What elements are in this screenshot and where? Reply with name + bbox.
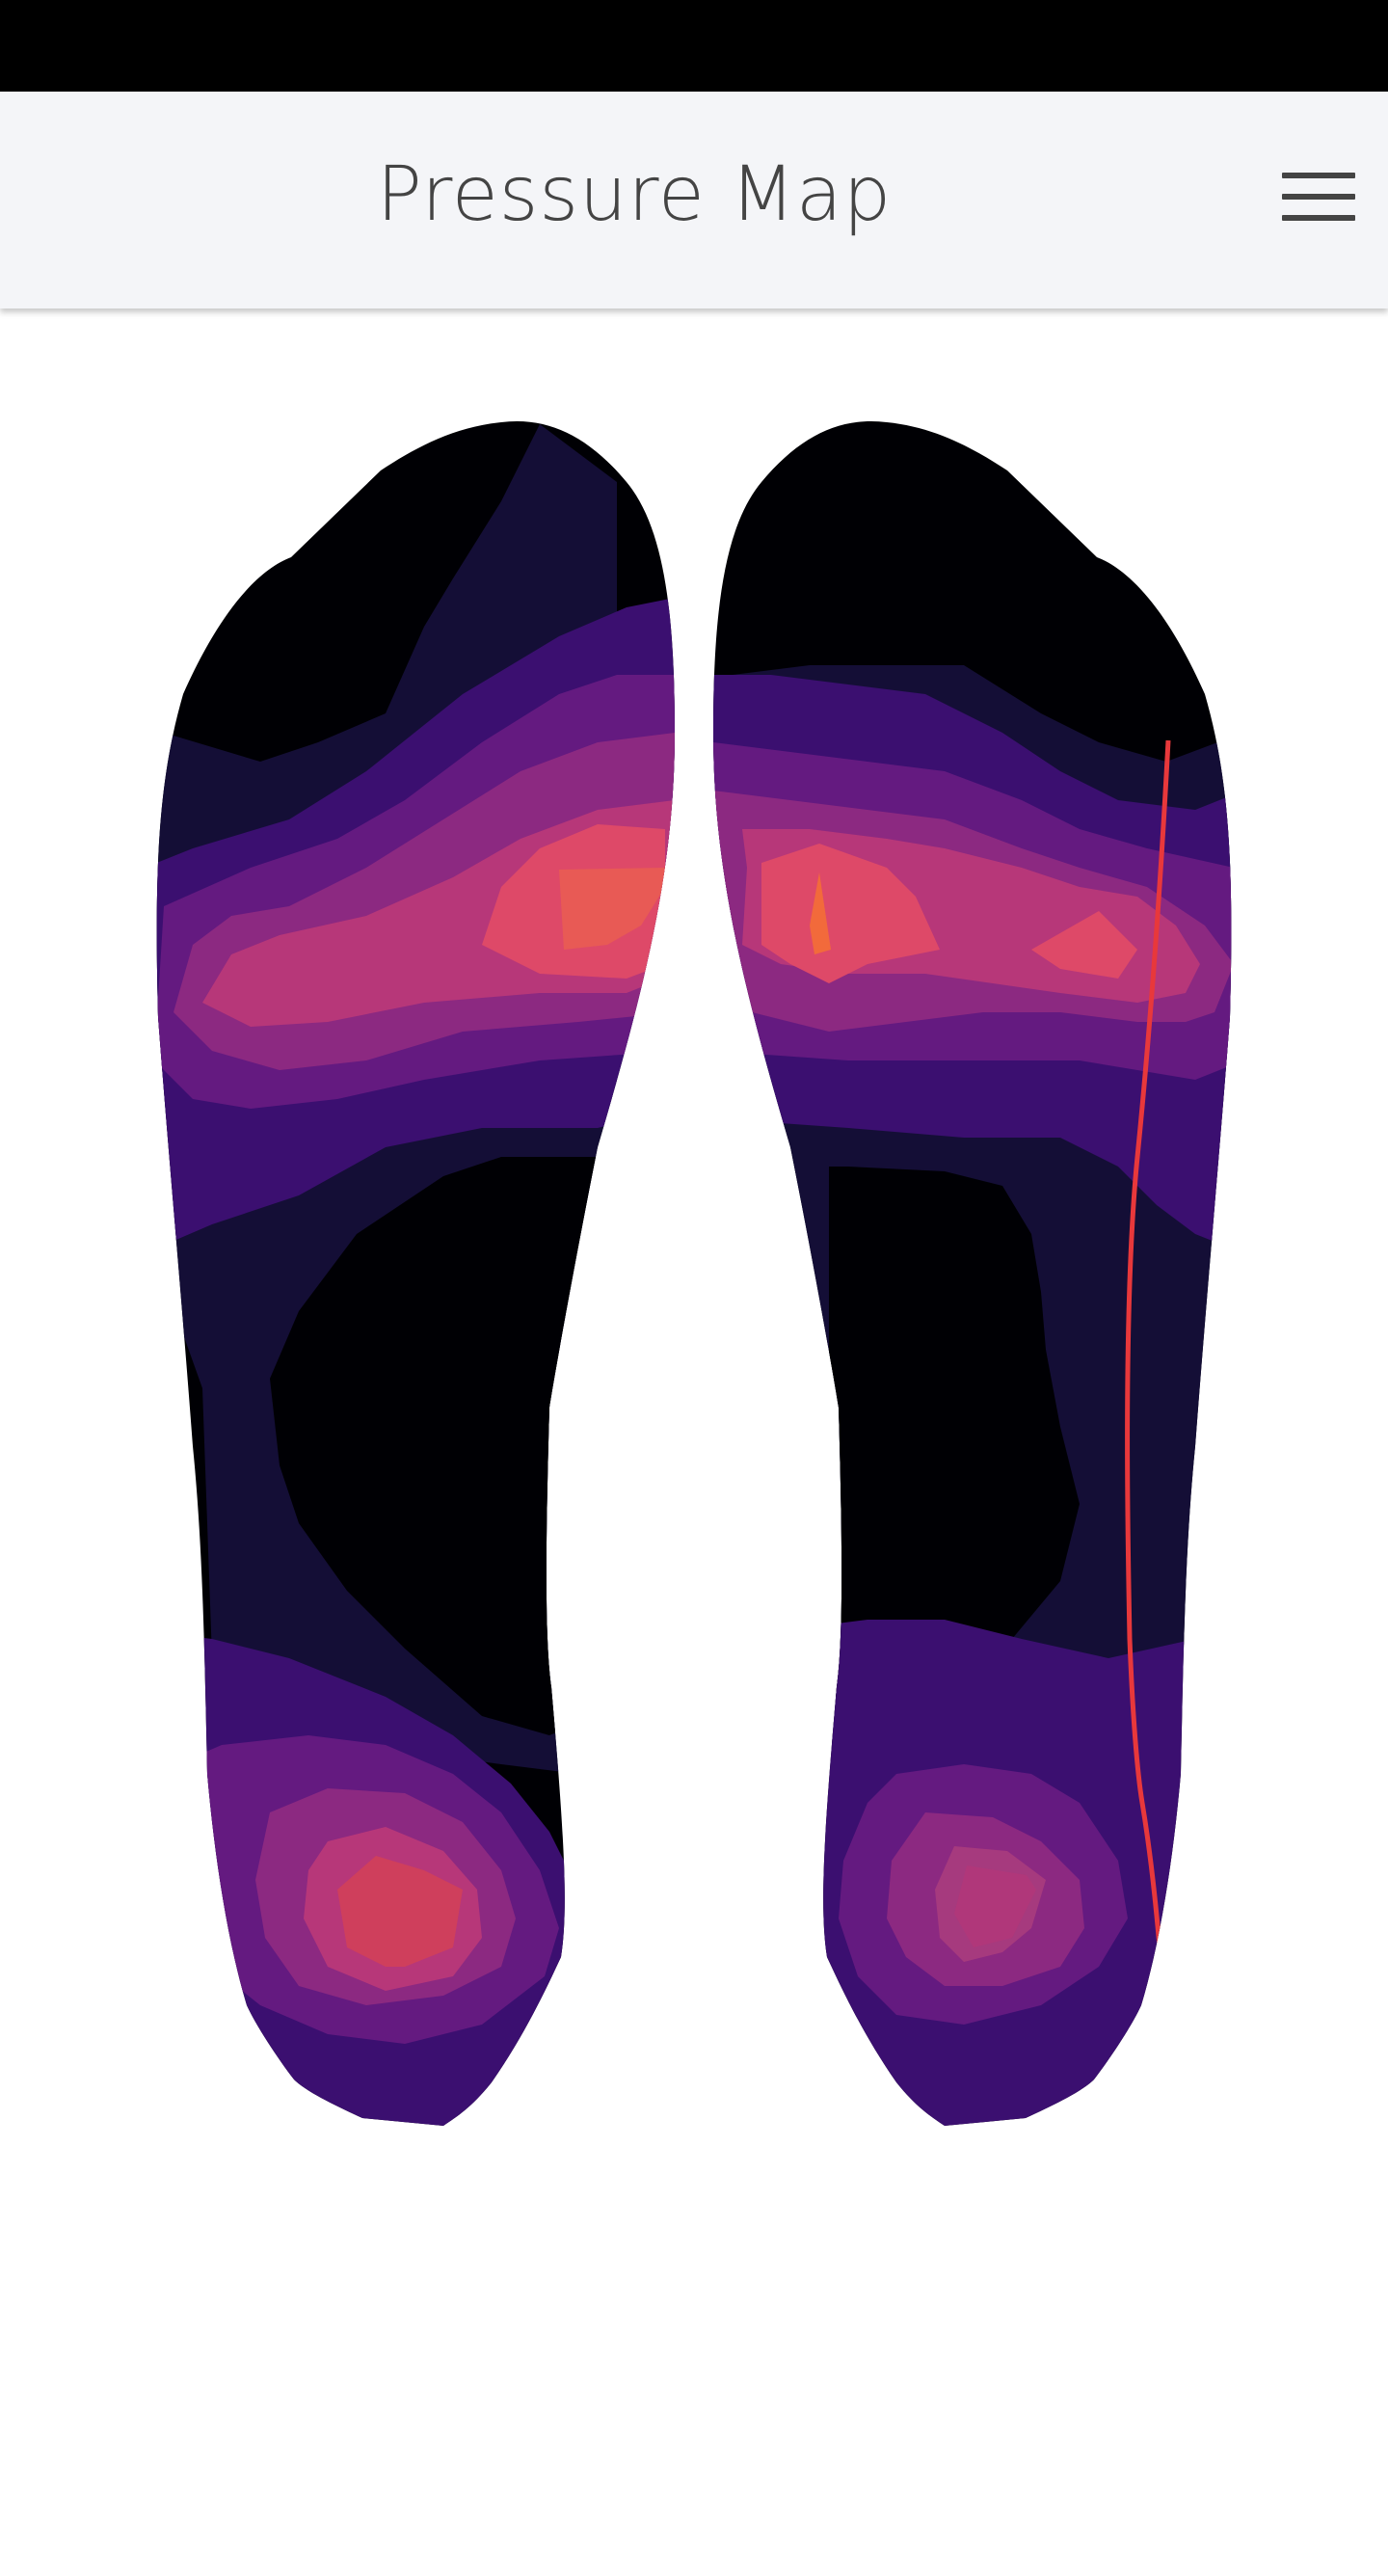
menu-bar <box>1282 173 1355 178</box>
pressure-map-canvas <box>156 420 1232 2126</box>
status-bar <box>0 0 1388 92</box>
left-insole <box>156 420 675 2126</box>
hamburger-menu-icon[interactable] <box>1268 167 1361 234</box>
menu-bar <box>1282 215 1355 221</box>
app-header: Pressure Map <box>0 92 1388 309</box>
right-insole <box>713 420 1232 2126</box>
page-title: Pressure Map <box>376 151 893 238</box>
pressure-map-area <box>0 309 1388 2576</box>
menu-bar <box>1282 194 1355 200</box>
